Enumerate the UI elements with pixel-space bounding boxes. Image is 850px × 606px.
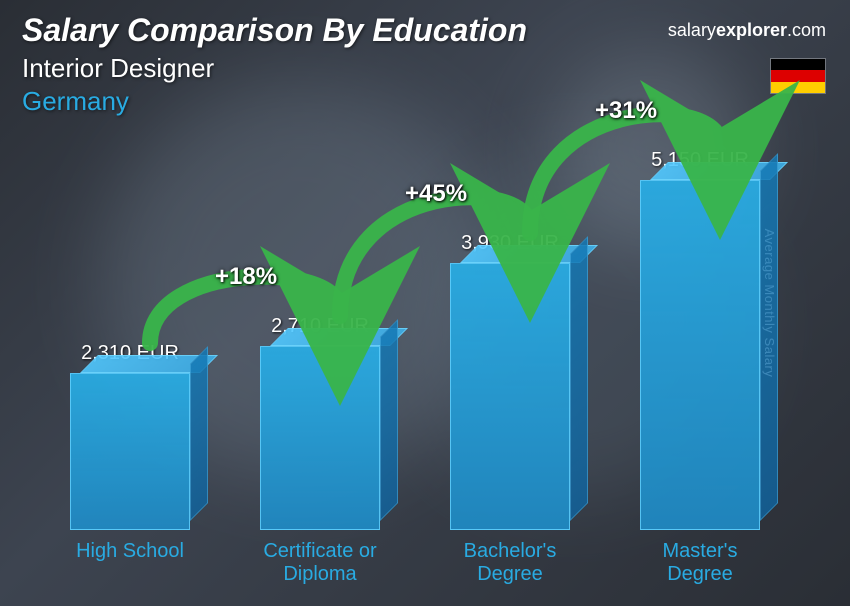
category-label-3: Master'sDegree — [605, 536, 795, 586]
bar-chart: 2,310 EUR2,710 EUR3,930 EUR5,150 EUR Hig… — [35, 150, 795, 586]
category-label-0: High School — [35, 536, 225, 586]
increment-label-0: +18% — [215, 263, 277, 291]
brand-watermark: salaryexplorer.com — [668, 20, 826, 41]
category-label-1: Certificate orDiploma — [225, 536, 415, 586]
brand-suffix: .com — [787, 20, 826, 40]
increment-label-1: +45% — [405, 180, 467, 208]
increment-arcs — [35, 70, 795, 530]
brand-bold: explorer — [716, 20, 787, 40]
brand-prefix: salary — [668, 20, 716, 40]
increment-label-2: +31% — [595, 97, 657, 125]
category-label-2: Bachelor'sDegree — [415, 536, 605, 586]
